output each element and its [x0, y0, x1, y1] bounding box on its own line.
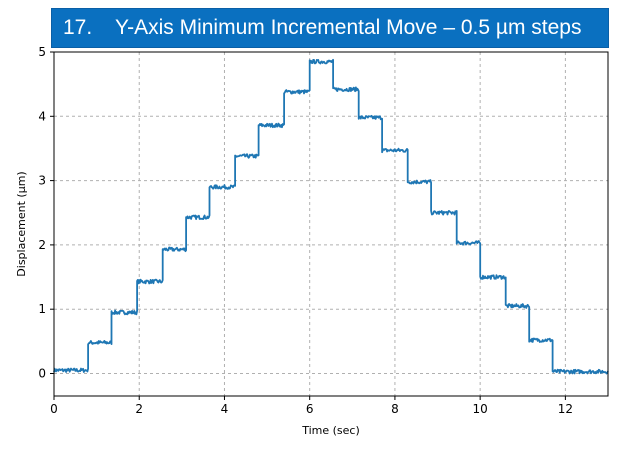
x-tick-label: 2 [135, 402, 143, 416]
y-axis-ticks: 0 1 2 3 4 5 [38, 45, 54, 380]
y-tick-label: 4 [38, 109, 46, 123]
plot-frame [53, 51, 609, 397]
y-axis-label: Displacement (µm) [15, 171, 28, 276]
y-tick-label: 1 [38, 302, 46, 316]
x-axis-label: Time (sec) [301, 424, 360, 437]
y-tick-label: 0 [38, 366, 46, 380]
x-tick-label: 8 [391, 402, 399, 416]
x-axis-ticks: 0 2 4 6 8 10 12 [50, 396, 573, 416]
x-tick-label: 6 [306, 402, 314, 416]
x-tick-label: 10 [473, 402, 488, 416]
x-tick-label: 0 [50, 402, 58, 416]
y-tick-label: 5 [38, 45, 46, 59]
series-group [53, 58, 609, 375]
grid-lines [54, 52, 608, 396]
y-tick-label: 2 [38, 238, 46, 252]
x-tick-label: 12 [558, 402, 573, 416]
chart-title-banner: 17. Y-Axis Minimum Incremental Move – 0.5… [51, 8, 609, 48]
y-tick-label: 3 [38, 174, 46, 188]
chart-title: Y-Axis Minimum Incremental Move – 0.5 µm… [115, 16, 582, 39]
chart-title-number: 17. [63, 16, 93, 39]
series-line [53, 58, 609, 375]
x-tick-label: 4 [221, 402, 229, 416]
